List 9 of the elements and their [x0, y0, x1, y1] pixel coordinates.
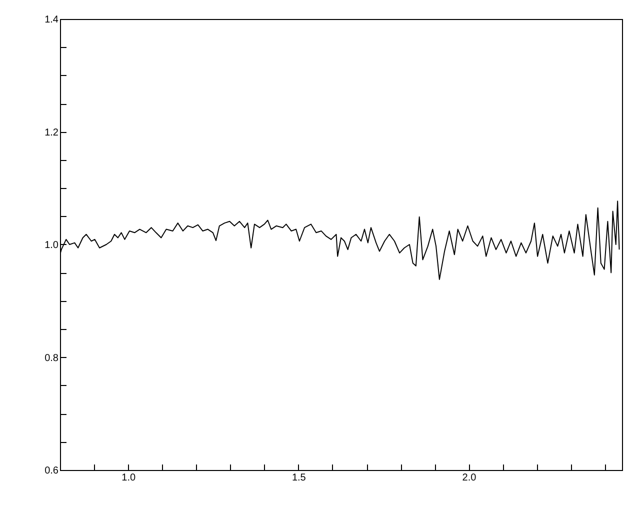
x-tick-label: 2.0 — [462, 472, 477, 484]
x-tick-label: 1.5 — [292, 472, 306, 484]
y-tick-label: 1.2 — [44, 127, 59, 138]
y-tick-label: 1.4 — [44, 14, 59, 26]
y-tick-label: 0.8 — [44, 352, 59, 364]
y-tick-label: 1.0 — [44, 240, 59, 251]
x-tick-label: 1.0 — [122, 472, 136, 484]
line-series — [60, 200, 620, 280]
y-tick-label: 0.6 — [44, 466, 59, 476]
